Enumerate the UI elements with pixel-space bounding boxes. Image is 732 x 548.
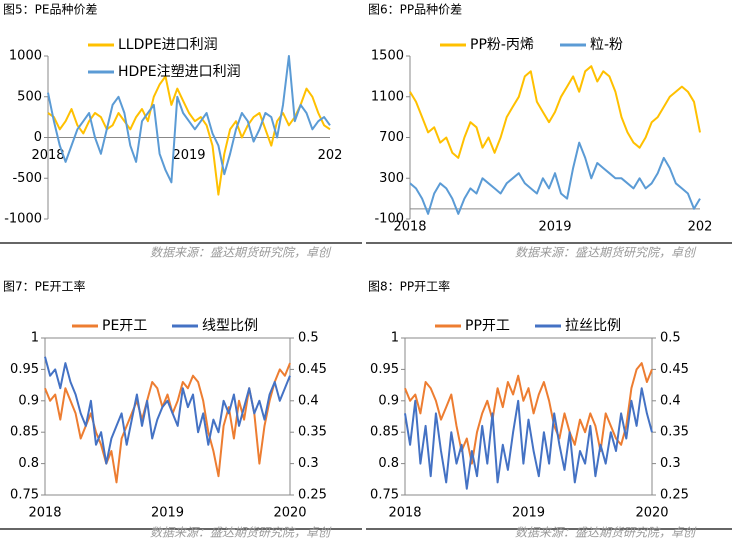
y-tick-label: 0.8 bbox=[18, 456, 39, 471]
x-tick-label: 2018 bbox=[31, 148, 64, 163]
chart-title: 图6：PP品种价差 bbox=[368, 3, 462, 17]
series-line bbox=[44, 356, 291, 465]
y-tick-label: 300 bbox=[379, 171, 404, 186]
series-line bbox=[47, 75, 331, 196]
series-line bbox=[47, 55, 331, 184]
y-tick-label: -500 bbox=[12, 171, 42, 186]
y-tick-label: 0.9 bbox=[18, 393, 39, 408]
y2-tick-label: 0.25 bbox=[298, 488, 327, 503]
legend-label: HDPE注塑进口利润 bbox=[118, 64, 241, 80]
series-line bbox=[404, 362, 653, 465]
legend-label: 线型比例 bbox=[202, 318, 258, 334]
y-tick-label: -100 bbox=[374, 212, 404, 227]
series-line bbox=[404, 387, 653, 490]
legend-label: LLDPE进口利润 bbox=[118, 37, 218, 53]
y-tick-label: 1 bbox=[31, 331, 39, 346]
x-tick-label: 2019 bbox=[172, 148, 205, 163]
y-tick-label: 0.95 bbox=[10, 362, 39, 377]
x-tick-label: 2018 bbox=[388, 506, 421, 521]
y2-tick-label: 0.4 bbox=[660, 393, 681, 408]
x-tick-label: 2020 bbox=[273, 506, 306, 521]
y-tick-label: 500 bbox=[17, 89, 42, 104]
legend-label: PP粉-丙烯 bbox=[470, 37, 534, 53]
x-tick-label: 2018 bbox=[393, 219, 426, 234]
x-tick-label: 2019 bbox=[151, 506, 184, 521]
y2-tick-label: 0.35 bbox=[298, 425, 327, 440]
x-tick-label: 202 bbox=[688, 219, 713, 234]
legend-label: PP开工 bbox=[465, 318, 510, 334]
y-tick-label: 0.9 bbox=[378, 393, 399, 408]
legend-label: PE开工 bbox=[102, 318, 147, 334]
y-tick-label: 0 bbox=[34, 130, 42, 145]
x-tick-label: 202 bbox=[318, 148, 343, 163]
series-line bbox=[44, 362, 291, 484]
chart-title: 图7：PE开工率 bbox=[3, 279, 85, 294]
chart-title: 图8：PP开工率 bbox=[368, 279, 450, 294]
y-tick-label: 0.8 bbox=[378, 456, 399, 471]
y2-tick-label: 0.45 bbox=[660, 362, 689, 377]
y2-tick-label: 0.45 bbox=[298, 362, 327, 377]
source-note: 数据来源：盛达期货研究院，卓创 bbox=[150, 246, 332, 260]
plot-frame bbox=[44, 337, 291, 496]
x-tick-label: 2018 bbox=[28, 506, 61, 521]
y-tick-label: 0.75 bbox=[10, 488, 39, 503]
y-tick-label: 1000 bbox=[9, 49, 42, 64]
y-tick-label: 0.75 bbox=[370, 488, 399, 503]
legend-label: 粒-粉 bbox=[590, 37, 623, 53]
x-tick-label: 2019 bbox=[538, 219, 571, 234]
x-tick-label: 2019 bbox=[512, 506, 545, 521]
y2-tick-label: 0.5 bbox=[660, 331, 681, 346]
source-note: 数据来源：盛达期货研究院，卓创 bbox=[515, 246, 697, 260]
chart-title: 图5：PE品种价差 bbox=[3, 3, 97, 17]
y2-tick-label: 0.35 bbox=[660, 425, 689, 440]
y-tick-label: 0.95 bbox=[370, 362, 399, 377]
y-tick-label: 0.85 bbox=[370, 425, 399, 440]
y2-tick-label: 0.25 bbox=[660, 488, 689, 503]
series-line bbox=[409, 141, 701, 215]
legend-label: 拉丝比例 bbox=[565, 318, 621, 334]
x-tick-label: 2020 bbox=[635, 506, 668, 521]
y-tick-label: 1100 bbox=[371, 89, 404, 104]
y2-tick-label: 0.3 bbox=[298, 456, 319, 471]
y-tick-label: -1000 bbox=[4, 212, 42, 227]
source-note: 数据来源：盛达期货研究院，卓创 bbox=[150, 526, 332, 540]
y2-tick-label: 0.5 bbox=[298, 331, 319, 346]
y-tick-label: 1500 bbox=[371, 49, 404, 64]
series-line bbox=[409, 65, 701, 159]
y2-tick-label: 0.3 bbox=[660, 456, 681, 471]
y2-tick-label: 0.4 bbox=[298, 393, 319, 408]
y-tick-label: 700 bbox=[379, 130, 404, 145]
y-tick-label: 1 bbox=[391, 331, 399, 346]
y-tick-label: 0.85 bbox=[10, 425, 39, 440]
source-note: 数据来源：盛达期货研究院，卓创 bbox=[515, 526, 697, 540]
